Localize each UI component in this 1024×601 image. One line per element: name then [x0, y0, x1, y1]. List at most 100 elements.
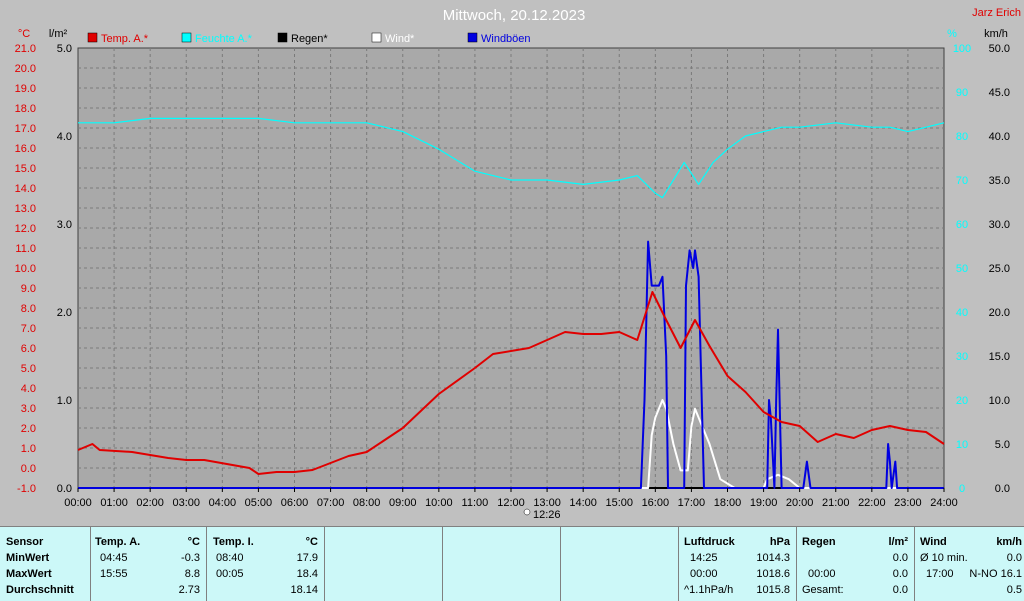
humidity-tick-label: 20 — [956, 395, 968, 407]
humidity-tick-label: 0 — [959, 483, 965, 495]
temp-i-unit: °C — [305, 536, 318, 548]
luftdruck-avg-value: 1015.8 — [756, 584, 790, 596]
rain-tick-label: 0.0 — [57, 483, 72, 495]
temp-a-min-time: 04:45 — [100, 552, 128, 564]
wind-avg10-label: Ø 10 min. — [920, 552, 968, 564]
x-tick-label: 15:00 — [605, 497, 633, 509]
wind-tick-label: 10.0 — [989, 395, 1010, 407]
row-label-min: MinWert — [6, 552, 50, 564]
temp-a-max-value: 8.8 — [184, 568, 200, 580]
humidity-tick-label: 50 — [956, 263, 968, 275]
regen-title: Regen — [802, 536, 836, 548]
x-tick-label: 22:00 — [858, 497, 886, 509]
legend-label-wind: Wind* — [385, 33, 415, 45]
legend-swatch-rain — [277, 32, 288, 43]
series-line-humidity — [78, 117, 945, 199]
x-tick-label: 24:00 — [930, 497, 958, 509]
series-line-temp — [77, 291, 945, 475]
x-tick-label: 23:00 — [894, 497, 922, 509]
luftdruck-max-time: 00:00 — [690, 568, 718, 580]
x-tick-label: 14:00 — [569, 497, 597, 509]
rain-tick-label: 1.0 — [57, 395, 72, 407]
wind-tick-label: 45.0 — [989, 87, 1010, 99]
x-tick-label: 09:00 — [389, 497, 417, 509]
wind-tick-label: 5.0 — [995, 439, 1010, 451]
temp-tick-label: 5.0 — [21, 363, 36, 375]
humidity-tick-label: 70 — [956, 175, 968, 187]
sensor-title: Sensor — [6, 536, 44, 548]
humidity-unit-label: % — [947, 28, 957, 40]
row-label-max: MaxWert — [6, 568, 52, 580]
wind-avg-value: 0.5 — [1006, 584, 1022, 596]
x-tick-label: 04:00 — [209, 497, 237, 509]
wind-tick-label: 15.0 — [989, 351, 1010, 363]
temp-i-max-value: 18.4 — [296, 568, 318, 580]
chart-title: Mittwoch, 20.12.2023 — [443, 7, 586, 24]
humidity-tick-label: 80 — [956, 131, 968, 143]
temp-tick-label: 9.0 — [21, 283, 36, 295]
temp-a-avg-value: 2.73 — [178, 584, 200, 596]
temp-a-min-value: -0.3 — [181, 552, 200, 564]
weather-chart: 00:00 01:00 02:00 03:00 04:00 05:00 06:00 07:00… — [14, 7, 1021, 521]
wind-tick-label: 30.0 — [989, 219, 1010, 231]
temp-tick-label: 16.0 — [15, 143, 36, 155]
luftdruck-title: Luftdruck — [684, 536, 735, 548]
legend-swatch-gusts — [467, 32, 478, 43]
temp-tick-label: 0.0 — [21, 463, 36, 475]
legend-label-temp: Temp. A.* — [101, 33, 149, 45]
statistics-panel: Sensor MinWert MaxWert Durchschnitt Temp… — [0, 526, 1024, 601]
x-tick-label: 18:00 — [714, 497, 742, 509]
temp-tick-label: 21.0 — [15, 43, 36, 55]
x-tick-label: 19:00 — [750, 497, 778, 509]
temp-tick-label: 8.0 — [21, 303, 36, 315]
x-tick-label: 17:00 — [678, 497, 706, 509]
x-tick-label: 08:00 — [353, 497, 381, 509]
temp-unit-label: °C — [18, 28, 30, 40]
temp-a-max-time: 15:55 — [100, 568, 128, 580]
legend-label-rain: Regen* — [291, 33, 328, 45]
legend-swatch-temp — [87, 32, 98, 43]
wind-max-time: 17:00 — [926, 568, 954, 580]
series-line-wind — [78, 399, 944, 489]
wind-tick-label: 50.0 — [989, 43, 1010, 55]
regen-total-value: 0.0 — [892, 584, 908, 596]
rain-tick-label: 5.0 — [57, 43, 72, 55]
humidity-tick-label: 30 — [956, 351, 968, 363]
x-tick-label: 16:00 — [642, 497, 670, 509]
humidity-tick-label: 10 — [956, 439, 968, 451]
luftdruck-unit: hPa — [769, 536, 790, 548]
x-tick-label: 10:00 — [425, 497, 453, 509]
x-tick-label: 21:00 — [822, 497, 850, 509]
series-line-wind-gusts — [78, 240, 944, 489]
wind-avg10-value: 0.0 — [1006, 552, 1022, 564]
wind-title: Wind — [920, 536, 947, 548]
rain-tick-label: 3.0 — [57, 219, 72, 231]
luftdruck-column: Luftdruck hPa 14:25 1014.3 00:00 1018.6 … — [678, 527, 797, 601]
empty-column-3 — [560, 527, 679, 601]
humidity-tick-label: 100 — [953, 43, 971, 55]
wind-tick-label: 0.0 — [995, 483, 1010, 495]
wind-tick-label: 35.0 — [989, 175, 1010, 187]
time-marker: 12:26 — [523, 508, 561, 521]
regen-max-value: 0.0 — [892, 568, 908, 580]
temp-tick-label: 20.0 — [15, 63, 36, 75]
wind-column: Wind km/h Ø 10 min. 0.0 17:00 N-NO 16.1 … — [914, 527, 1024, 601]
temp-tick-label: 14.0 — [15, 183, 36, 195]
luftdruck-trend: ^1.1hPa/h — [684, 584, 734, 596]
temp-tick-label: -1.0 — [17, 483, 36, 495]
marker-label: 12:26 — [533, 509, 561, 521]
axis-labels: 00:00 01:00 02:00 03:00 04:00 05:00 06:00 07:00… — [15, 43, 1010, 509]
regen-unit: l/m² — [888, 536, 908, 548]
temp-tick-label: 17.0 — [15, 123, 36, 135]
temp-i-title: Temp. I. — [213, 536, 254, 548]
x-tick-label: 02:00 — [136, 497, 164, 509]
temp-tick-label: 13.0 — [15, 203, 36, 215]
temp-i-min-value: 17.9 — [296, 552, 318, 564]
wind-max-value: N-NO 16.1 — [969, 568, 1022, 580]
temp-tick-label: 7.0 — [21, 323, 36, 335]
x-tick-label: 00:00 — [64, 497, 92, 509]
legend: Temp. A.* Feuchte A.* Regen* Wind* Windb… — [87, 32, 531, 45]
temp-tick-label: 10.0 — [15, 263, 36, 275]
wind-tick-label: 20.0 — [989, 307, 1010, 319]
regen-column: Regen l/m² 0.0 00:00 0.0 Gesamt: 0.0 — [796, 527, 915, 601]
